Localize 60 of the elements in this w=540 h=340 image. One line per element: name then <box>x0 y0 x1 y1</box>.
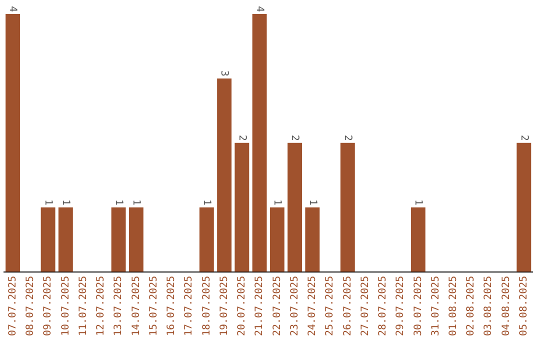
x-tick-label: 09.07.2025 <box>42 276 54 336</box>
x-tick-label: 11.07.2025 <box>78 276 89 336</box>
x-tick-label: 08.07.2025 <box>25 276 36 336</box>
bar <box>270 207 284 272</box>
x-tick-label: 02.08.2025 <box>466 276 477 336</box>
x-tick-label: 24.07.2025 <box>307 276 318 336</box>
data-label: 1 <box>306 199 318 206</box>
data-label: 2 <box>236 134 248 141</box>
x-tick-label: 20.07.2025 <box>236 276 248 336</box>
bar <box>305 207 320 272</box>
x-tick-label: 04.08.2025 <box>500 276 512 336</box>
x-tick-label: 13.07.2025 <box>113 276 124 336</box>
x-tick-label: 15.07.2025 <box>148 276 160 336</box>
bar <box>128 207 144 272</box>
bar <box>234 142 250 272</box>
x-tick-label: 18.07.2025 <box>201 276 212 336</box>
bar <box>199 207 214 272</box>
x-tick-label: 23.07.2025 <box>289 276 300 336</box>
bar <box>288 142 302 272</box>
x-tick-label: 17.07.2025 <box>184 276 195 336</box>
data-label: 4 <box>254 6 265 12</box>
data-label: 1 <box>201 199 212 206</box>
x-tick-label: 05.08.2025 <box>518 276 530 336</box>
x-tick-label: 21.07.2025 <box>254 276 266 336</box>
x-tick-label: 31.07.2025 <box>430 276 442 336</box>
bar <box>410 207 426 272</box>
data-label: 2 <box>342 134 354 141</box>
data-label: 1 <box>60 199 72 206</box>
data-label: 1 <box>272 199 283 206</box>
bar <box>516 142 532 272</box>
bar <box>58 207 73 272</box>
data-label: 1 <box>112 199 124 206</box>
x-tick-label: 16.07.2025 <box>166 276 178 336</box>
x-tick-label: 28.07.2025 <box>378 276 389 336</box>
x-tick-label: 07.07.2025 <box>7 276 18 336</box>
data-label: 1 <box>42 199 54 206</box>
bar <box>217 78 232 272</box>
x-tick-label: 29.07.2025 <box>395 276 406 336</box>
x-tick-label: 26.07.2025 <box>342 276 354 336</box>
data-label: 3 <box>218 70 230 76</box>
bar <box>340 142 355 272</box>
bar <box>6 14 20 272</box>
x-tick-label: 12.07.2025 <box>96 276 107 336</box>
bar <box>252 14 267 272</box>
x-tick-label: 25.07.2025 <box>324 276 336 336</box>
bar <box>111 207 126 272</box>
x-tick-label: 22.07.2025 <box>272 276 283 336</box>
x-tick-label: 03.08.2025 <box>483 276 494 336</box>
x-tick-label: 10.07.2025 <box>60 276 72 336</box>
data-label: 4 <box>7 6 18 12</box>
x-tick-label: 19.07.2025 <box>218 276 230 336</box>
x-tick-label: 30.07.2025 <box>412 276 424 336</box>
data-label: 2 <box>289 134 300 141</box>
x-tick-label: 27.07.2025 <box>360 276 371 336</box>
x-tick-label: 01.08.2025 <box>448 276 459 336</box>
data-label: 1 <box>412 199 424 206</box>
data-label: 2 <box>518 134 530 141</box>
x-tick-label: 14.07.2025 <box>130 276 142 336</box>
bar <box>40 207 56 272</box>
data-label: 1 <box>130 199 142 206</box>
